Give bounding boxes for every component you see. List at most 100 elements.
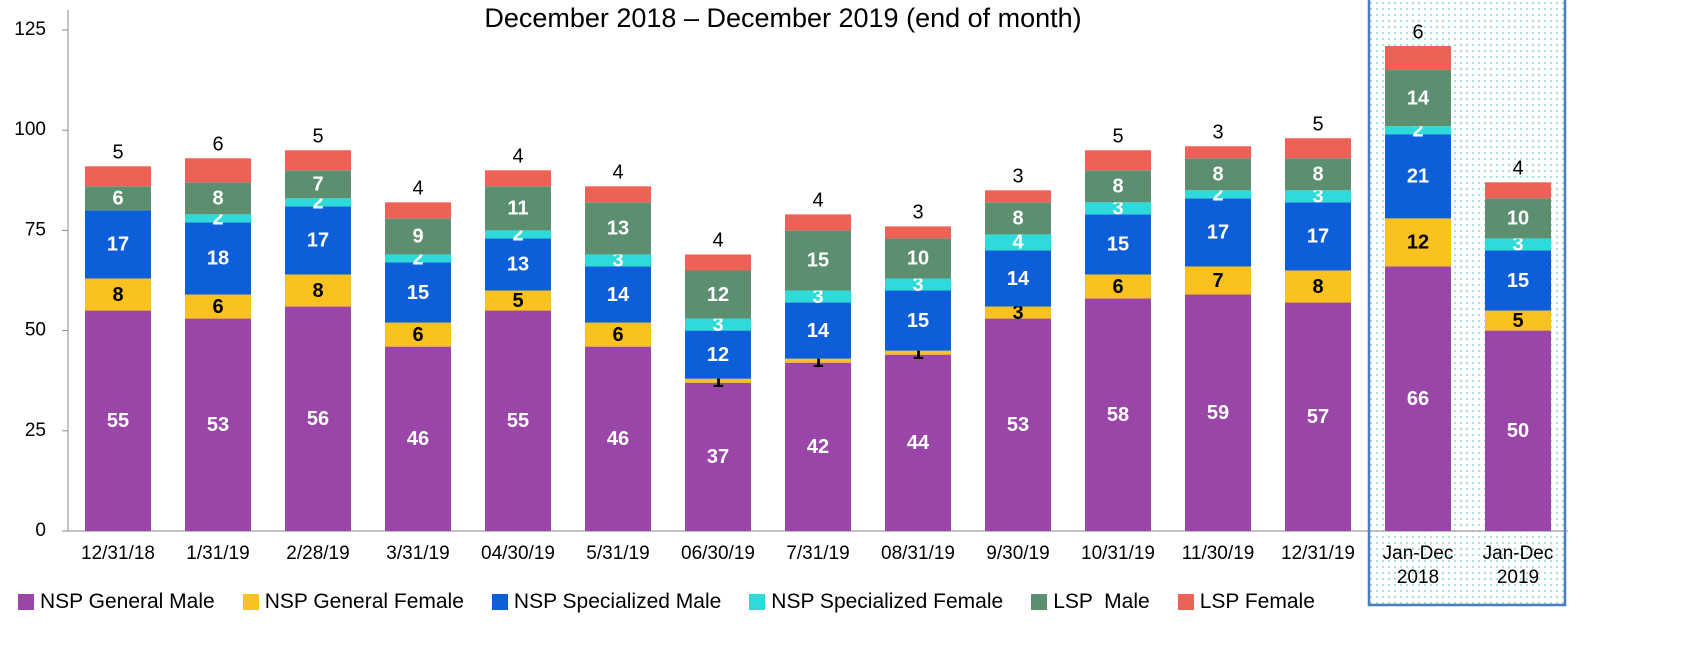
legend-label: LSP Female [1199, 590, 1315, 613]
bar-segment [585, 346, 651, 531]
data-label: 50 [1507, 420, 1529, 442]
bar-segment [385, 262, 451, 323]
data-label: 3 [912, 274, 923, 296]
data-label: 6 [212, 134, 223, 156]
bar-segment [485, 186, 551, 231]
bar-segment [1485, 238, 1551, 251]
bar-segment [585, 202, 651, 255]
data-label: 2 [412, 248, 423, 270]
data-label: 15 [1507, 270, 1529, 292]
x-tick-label: Jan-Dec 2019 [1482, 543, 1554, 588]
legend-swatch [1031, 594, 1048, 610]
bar-segment [985, 318, 1051, 531]
data-label: 53 [207, 414, 229, 436]
data-label: 3 [612, 250, 623, 272]
data-label: 1 [712, 370, 723, 392]
bar-segment [485, 170, 551, 187]
x-tick-label: 08/31/19 [881, 543, 955, 564]
bar-segment [785, 230, 851, 291]
legend-swatch [491, 594, 508, 610]
y-tick-label: 25 [25, 420, 46, 441]
data-label: 8 [1012, 208, 1023, 230]
bar-segment [1285, 270, 1351, 303]
bar-segment [85, 166, 151, 187]
data-label: 14 [607, 284, 630, 306]
data-label: 4 [412, 178, 423, 200]
bar-segment [185, 182, 251, 215]
legend-swatch [749, 594, 766, 610]
data-label: 8 [1312, 164, 1323, 186]
data-label: 13 [607, 218, 629, 240]
data-label: 8 [212, 188, 223, 210]
bar-segment [1385, 46, 1451, 71]
bar-segment [885, 350, 951, 355]
data-label: 18 [207, 248, 229, 270]
bar-segment [1285, 190, 1351, 203]
x-tick-label: 12/31/19 [1281, 543, 1355, 564]
bar-segment [1185, 266, 1251, 295]
bar-segment [1385, 70, 1451, 127]
bar-segment [685, 254, 751, 271]
bar-segment [1485, 198, 1551, 239]
legend-item: NSP General Male [18, 590, 215, 614]
x-tick-label: 3/31/19 [386, 543, 450, 564]
bar-segment [285, 274, 351, 307]
bar-segment [385, 322, 451, 347]
data-label: 46 [607, 428, 629, 450]
bar-segment [785, 358, 851, 363]
data-label: 15 [407, 282, 429, 304]
data-label: 2 [212, 208, 223, 230]
data-label: 5 [1312, 113, 1323, 135]
data-label: 66 [1407, 388, 1429, 410]
data-label: 4 [512, 146, 523, 168]
data-label: 10 [907, 248, 929, 270]
data-label: 6 [212, 296, 223, 318]
bar-segment [185, 214, 251, 223]
bar-segment [385, 218, 451, 255]
legend-item: LSP Male [1031, 590, 1150, 614]
bar-segment [885, 278, 951, 291]
data-label: 5 [112, 142, 123, 164]
data-label: 3 [1012, 166, 1023, 188]
data-label: 17 [107, 234, 129, 256]
bar-segment [1085, 214, 1151, 275]
bar-segment [685, 330, 751, 379]
legend-label: NSP General Male [40, 590, 215, 613]
bar-segment [85, 186, 151, 211]
data-label: 8 [1312, 276, 1323, 298]
data-label: 2 [1412, 119, 1423, 141]
data-label: 2 [1212, 184, 1223, 206]
legend-swatch [1177, 594, 1194, 610]
data-label: 3 [1012, 302, 1023, 324]
bar-segment [685, 270, 751, 319]
bar-segment [1185, 294, 1251, 531]
bar-segment [885, 290, 951, 351]
x-tick-label: 5/31/19 [586, 543, 650, 564]
data-label: 15 [1107, 234, 1129, 256]
bar-segment [285, 306, 351, 531]
x-tick-label: 04/30/19 [481, 543, 555, 564]
bar-segment [1085, 202, 1151, 215]
bar-segment [85, 310, 151, 531]
data-label: 5 [1112, 126, 1123, 148]
bar-segment [1285, 302, 1351, 531]
bar-segment [1385, 134, 1451, 219]
data-label: 10 [1507, 208, 1529, 230]
bar-segment [685, 382, 751, 531]
bar-segment [285, 170, 351, 199]
legend-label: NSP Specialized Female [771, 590, 1004, 613]
data-label: 9 [412, 226, 423, 248]
bar-segment [785, 362, 851, 531]
data-label: 1 [912, 342, 923, 364]
data-label: 42 [807, 436, 829, 458]
data-label: 58 [1107, 404, 1129, 426]
bar-segment [885, 354, 951, 531]
x-tick-label: 11/30/19 [1181, 543, 1255, 564]
y-tick-label: 75 [25, 219, 46, 240]
data-label: 3 [712, 314, 723, 336]
data-label: 59 [1207, 402, 1229, 424]
x-tick-label: 06/30/19 [681, 543, 755, 564]
bar-segment [885, 238, 951, 279]
data-label: 46 [407, 428, 429, 450]
bar-segment [585, 186, 651, 203]
